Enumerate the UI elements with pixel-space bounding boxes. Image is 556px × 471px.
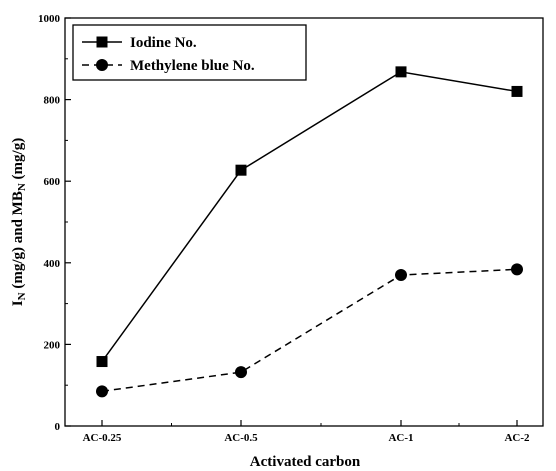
y-tick-label: 200 (44, 339, 61, 351)
y-tick-label: 400 (44, 258, 61, 270)
data-point-iodine (235, 164, 247, 176)
axes: 0 200 400 600 800 1000 AC-0.25 AC-0.5 AC-1 AC-2 (38, 13, 530, 444)
data-point-methylene-blue (96, 385, 108, 398)
series-line-iodine (101, 71, 518, 362)
plot-area (96, 66, 523, 398)
y-tick-label: 800 (44, 95, 61, 107)
x-tick-label: AC-0.5 (224, 432, 258, 444)
y-tick-label: 600 (44, 176, 61, 188)
legend-iodine-label: Iodine No. (130, 35, 197, 51)
data-point-iodine (96, 356, 108, 368)
y-tick-label: 0 (55, 421, 61, 433)
x-tick-label: AC-2 (504, 432, 530, 444)
y-axis-title: IN (mg/g) and MBN (mg/g) (10, 138, 28, 306)
x-tick-label: AC-1 (388, 432, 413, 444)
x-tick-label: AC-0.25 (83, 432, 122, 444)
legend-iodine-marker (96, 36, 108, 48)
legend-mb-label: Methylene blue No. (130, 58, 255, 74)
data-point-methylene-blue (511, 263, 523, 276)
data-point-methylene-blue (235, 366, 247, 379)
series-line-methylene-blue (101, 268, 518, 393)
y-tick-label: 1000 (38, 13, 61, 25)
data-point-iodine (395, 66, 407, 78)
data-point-methylene-blue (395, 269, 407, 282)
legend-mb-marker (96, 59, 108, 71)
legend: Iodine No. Methylene blue No. (72, 24, 307, 81)
x-axis-title: Activated carbon (250, 454, 361, 470)
legend-box (72, 24, 307, 81)
data-point-iodine (511, 85, 523, 97)
